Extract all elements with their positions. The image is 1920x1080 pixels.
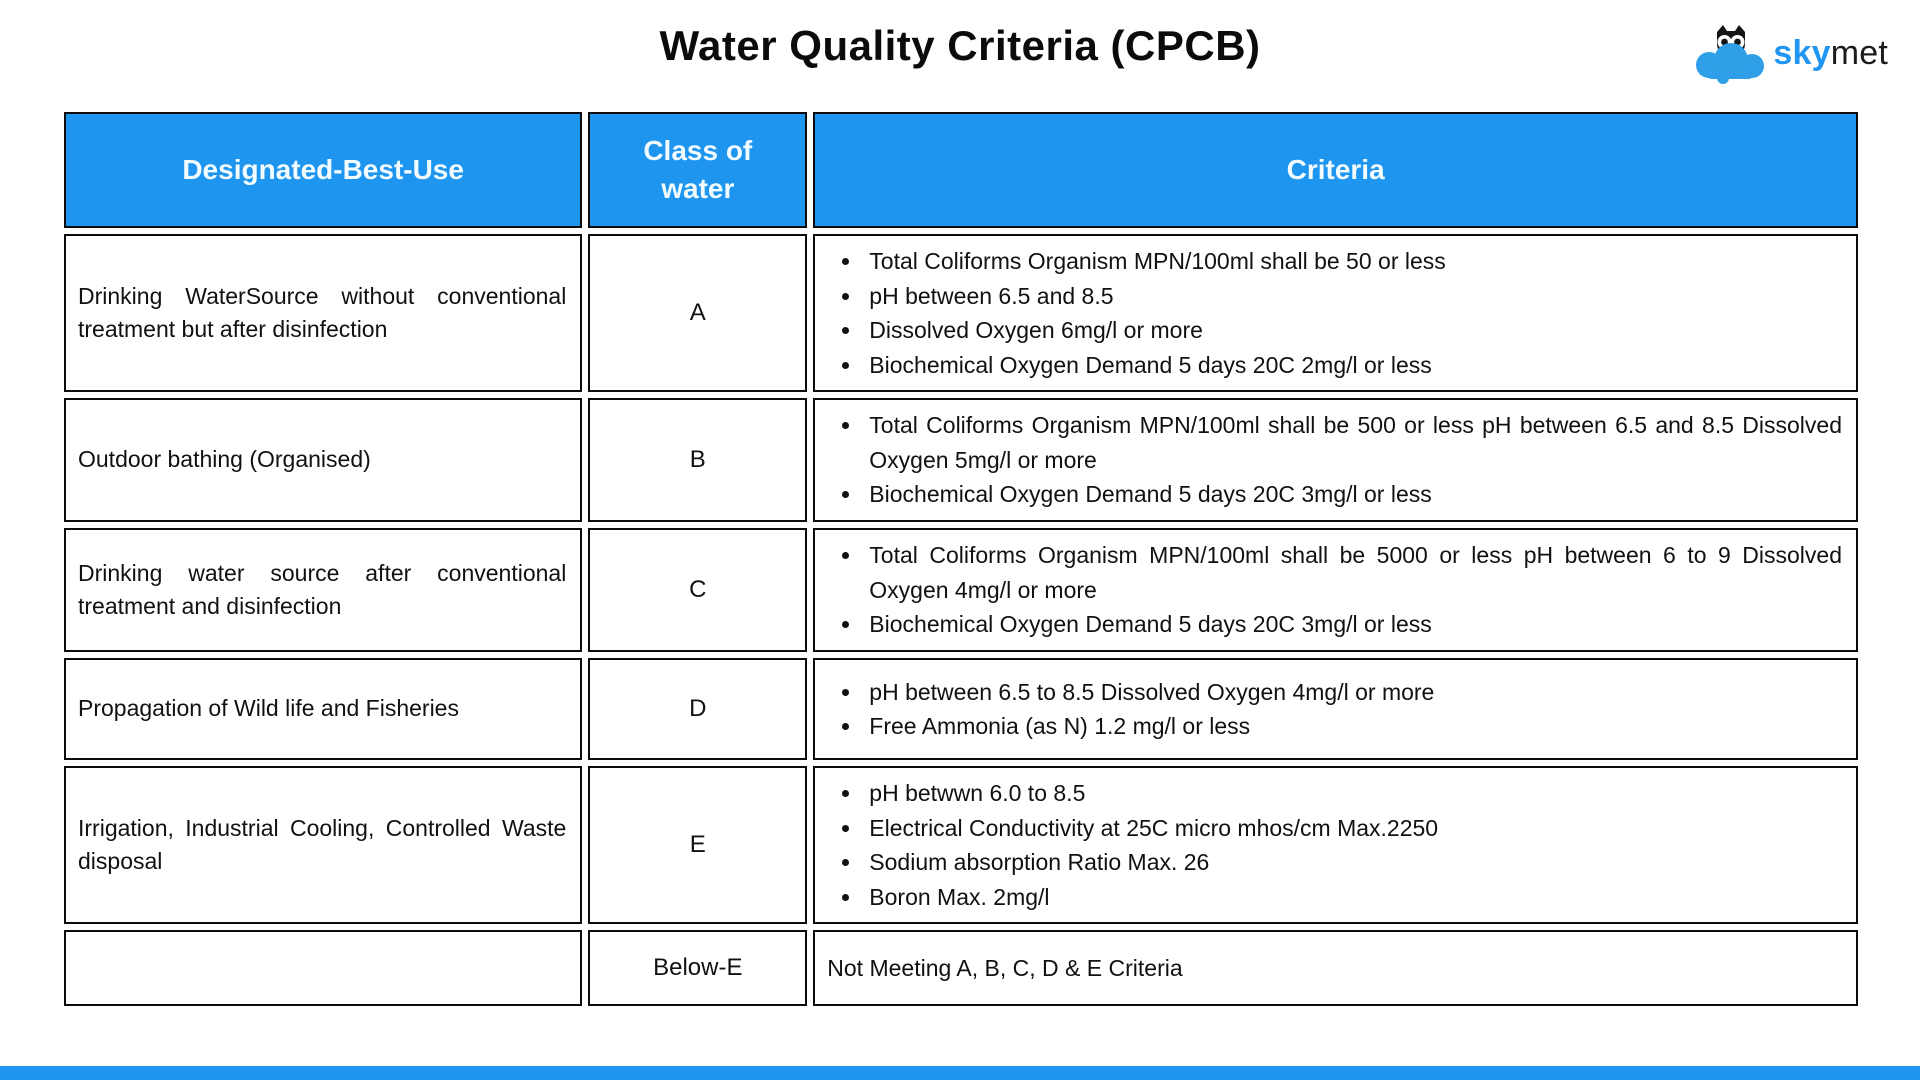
header-area: Water Quality Criteria (CPCB) <box>0 0 1920 100</box>
table-row: Drinking water source after conventional… <box>64 528 1858 652</box>
class-of-water-cell: E <box>588 766 808 924</box>
criteria-cell: pH betwwn 6.0 to 8.5Electrical Conductiv… <box>813 766 1858 924</box>
criteria-item: pH between 6.5 to 8.5 Dissolved Oxygen 4… <box>863 675 1842 710</box>
criteria-list: pH betwwn 6.0 to 8.5Electrical Conductiv… <box>825 776 1842 914</box>
water-quality-table: Designated-Best-Use Class of water Crite… <box>58 106 1864 1012</box>
page-title: Water Quality Criteria (CPCB) <box>659 22 1261 69</box>
table-row: Irrigation, Industrial Cooling, Controll… <box>64 766 1858 924</box>
class-of-water-cell: Below-E <box>588 930 808 1006</box>
owl-cloud-icon <box>1693 22 1767 84</box>
criteria-list: Total Coliforms Organism MPN/100ml shall… <box>825 408 1842 512</box>
table-row: Below-E Not Meeting A, B, C, D & E Crite… <box>64 930 1858 1006</box>
criteria-item: Total Coliforms Organism MPN/100ml shall… <box>863 244 1842 279</box>
criteria-list: pH between 6.5 to 8.5 Dissolved Oxygen 4… <box>825 675 1842 744</box>
criteria-item: Boron Max. 2mg/l <box>863 880 1842 915</box>
col-header-class-of-water: Class of water <box>588 112 808 228</box>
criteria-list: Total Coliforms Organism MPN/100ml shall… <box>825 244 1842 382</box>
class-of-water-cell: C <box>588 528 808 652</box>
criteria-cell: Total Coliforms Organism MPN/100ml shall… <box>813 398 1858 522</box>
skymet-logo: skymet <box>1693 22 1888 84</box>
designated-best-use-cell <box>64 930 583 1006</box>
footer-accent-bar <box>0 1066 1920 1080</box>
criteria-item: Sodium absorption Ratio Max. 26 <box>863 845 1842 880</box>
criteria-item: Free Ammonia (as N) 1.2 mg/l or less <box>863 709 1842 744</box>
table-row: Drinking WaterSource without conventiona… <box>64 234 1858 392</box>
criteria-item: Biochemical Oxygen Demand 5 days 20C 2mg… <box>863 348 1842 383</box>
table-row: Outdoor bathing (Organised) B Total Coli… <box>64 398 1858 522</box>
criteria-item: Biochemical Oxygen Demand 5 days 20C 3mg… <box>863 607 1842 642</box>
header-row: Designated-Best-Use Class of water Crite… <box>64 112 1858 228</box>
criteria-item: Dissolved Oxygen 6mg/l or more <box>863 313 1842 348</box>
criteria-cell: pH between 6.5 to 8.5 Dissolved Oxygen 4… <box>813 658 1858 760</box>
class-of-water-cell: B <box>588 398 808 522</box>
logo-wordmark: skymet <box>1773 34 1888 73</box>
designated-best-use-cell: Drinking WaterSource without conventiona… <box>64 234 583 392</box>
criteria-item: Biochemical Oxygen Demand 5 days 20C 3mg… <box>863 477 1842 512</box>
criteria-cell: Total Coliforms Organism MPN/100ml shall… <box>813 528 1858 652</box>
criteria-text: Not Meeting A, B, C, D & E Criteria <box>827 954 1183 981</box>
designated-best-use-cell: Drinking water source after conventional… <box>64 528 583 652</box>
criteria-item: Electrical Conductivity at 25C micro mho… <box>863 811 1842 846</box>
criteria-item: Total Coliforms Organism MPN/100ml shall… <box>863 408 1842 477</box>
col-header-criteria: Criteria <box>813 112 1858 228</box>
col-header-designated-best-use: Designated-Best-Use <box>64 112 583 228</box>
class-of-water-cell: D <box>588 658 808 760</box>
logo-met-text: met <box>1830 33 1888 72</box>
criteria-item: pH between 6.5 and 8.5 <box>863 279 1842 314</box>
criteria-item: pH betwwn 6.0 to 8.5 <box>863 776 1842 811</box>
criteria-cell: Total Coliforms Organism MPN/100ml shall… <box>813 234 1858 392</box>
criteria-item: Total Coliforms Organism MPN/100ml shall… <box>863 538 1842 607</box>
designated-best-use-cell: Propagation of Wild life and Fisheries <box>64 658 583 760</box>
table-body: Drinking WaterSource without conventiona… <box>64 234 1858 1006</box>
designated-best-use-cell: Outdoor bathing (Organised) <box>64 398 583 522</box>
logo-sky-text: sky <box>1773 33 1831 72</box>
table-row: Propagation of Wild life and Fisheries D… <box>64 658 1858 760</box>
criteria-list: Total Coliforms Organism MPN/100ml shall… <box>825 538 1842 642</box>
class-of-water-cell: A <box>588 234 808 392</box>
criteria-cell: Not Meeting A, B, C, D & E Criteria <box>813 930 1858 1006</box>
designated-best-use-cell: Irrigation, Industrial Cooling, Controll… <box>64 766 583 924</box>
